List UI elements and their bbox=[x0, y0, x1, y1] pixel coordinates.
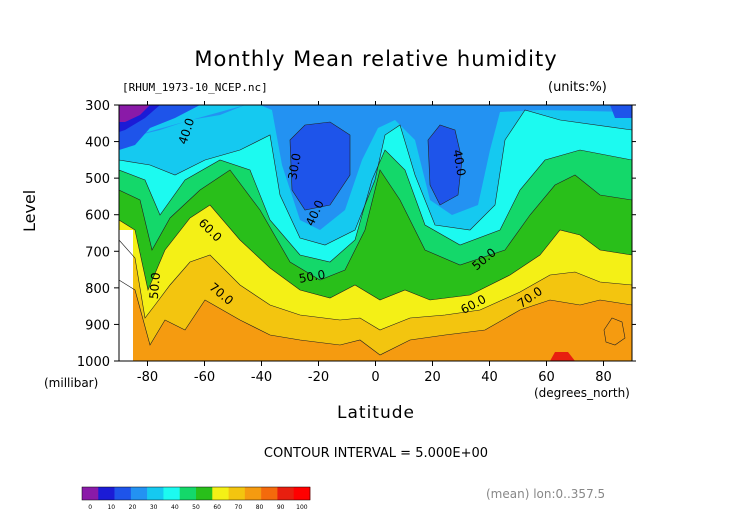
x-tick-label: -40 bbox=[251, 370, 272, 385]
contour-lines bbox=[119, 109, 632, 356]
y-tick-label: 1000 bbox=[77, 355, 110, 370]
x-axis-unit: (degrees_north) bbox=[534, 386, 630, 400]
x-tick-label: -80 bbox=[137, 370, 158, 385]
x-tick-label: 0 bbox=[371, 370, 379, 385]
colorbar-swatch bbox=[114, 487, 132, 500]
y-tick-label: 300 bbox=[85, 99, 110, 114]
y-tick-label: 800 bbox=[85, 282, 110, 297]
colorbar-tick-label: 40 bbox=[171, 504, 179, 511]
colorbar-swatch bbox=[163, 487, 181, 500]
contour-interval-label: CONTOUR INTERVAL = 5.000E+00 bbox=[263, 446, 489, 461]
colorbar-tick-label: 10 bbox=[107, 504, 115, 511]
x-axis-label: Latitude bbox=[337, 403, 415, 423]
colorbar-tick-label: 100 bbox=[296, 504, 308, 511]
colorbar-swatch bbox=[244, 487, 262, 500]
contour-label: 30.0 bbox=[285, 152, 303, 181]
colorbar-tick-label: 70 bbox=[235, 504, 243, 511]
colorbar-swatch bbox=[82, 487, 99, 500]
x-tick-label: 20 bbox=[424, 370, 441, 385]
y-axis-unit: (millibar) bbox=[44, 376, 99, 390]
colorbar-frame bbox=[81, 486, 311, 501]
contour-label: 50.0 bbox=[147, 272, 163, 300]
contour-label: 50.0 bbox=[298, 267, 327, 285]
missing-data-region bbox=[119, 230, 133, 361]
x-tick-label: -20 bbox=[308, 370, 329, 385]
colorbar-swatch bbox=[261, 487, 278, 500]
colorbar-swatch bbox=[277, 487, 295, 500]
colorbar-tick-label: 20 bbox=[129, 504, 137, 511]
contour-band-45 bbox=[119, 150, 632, 280]
dataset-file-label: [RHUM_1973-10_NCEP.nc] bbox=[122, 81, 268, 94]
colorbar-tick-label: 60 bbox=[213, 504, 221, 511]
y-tick-label: 900 bbox=[85, 318, 110, 333]
colorbar-tick-label: 0 bbox=[88, 504, 92, 511]
contour-band-5 bbox=[119, 105, 150, 122]
colorbar-swatch bbox=[147, 487, 164, 500]
colorbar-tick-label: 90 bbox=[277, 504, 285, 511]
colorbar-swatch bbox=[179, 487, 197, 500]
plot-area bbox=[119, 105, 632, 361]
contour-band-35 bbox=[119, 105, 632, 245]
y-tick-label: 700 bbox=[85, 245, 110, 260]
colorbar-swatch bbox=[196, 487, 213, 500]
contour-band-60 bbox=[119, 205, 632, 330]
units-label: (units:%) bbox=[548, 80, 607, 95]
x-tick-label: 40 bbox=[481, 370, 498, 385]
x-tick-label: -60 bbox=[194, 370, 215, 385]
y-tick-label: 500 bbox=[85, 172, 110, 187]
colorbar-swatch bbox=[130, 487, 148, 500]
x-tick-label: 60 bbox=[538, 370, 555, 385]
colorbar-tick-label: 50 bbox=[192, 504, 200, 511]
chart-title: Monthly Mean relative humidity bbox=[194, 47, 558, 71]
y-tick-label: 600 bbox=[85, 209, 110, 224]
contour-band-70 bbox=[119, 240, 632, 355]
x-tick-label: 80 bbox=[595, 370, 612, 385]
averaging-footer: (mean) lon:0..357.5 bbox=[486, 487, 606, 501]
colorbar-swatch bbox=[228, 487, 246, 500]
y-tick-label: 400 bbox=[85, 136, 110, 151]
colorbar-swatch bbox=[212, 487, 229, 500]
colorbar-swatch bbox=[293, 487, 311, 500]
contour-band-25 bbox=[119, 105, 632, 210]
contour-band-80 bbox=[119, 280, 632, 361]
contour-band-90 bbox=[550, 352, 575, 361]
colorbar-tick-label: 80 bbox=[256, 504, 264, 511]
contour-band-30 bbox=[119, 105, 632, 230]
contour-band-50 bbox=[119, 170, 632, 300]
colorbar-swatch bbox=[98, 487, 115, 500]
colorbar-tick-label: 30 bbox=[150, 504, 158, 511]
contour-label: 40.0 bbox=[450, 148, 468, 177]
